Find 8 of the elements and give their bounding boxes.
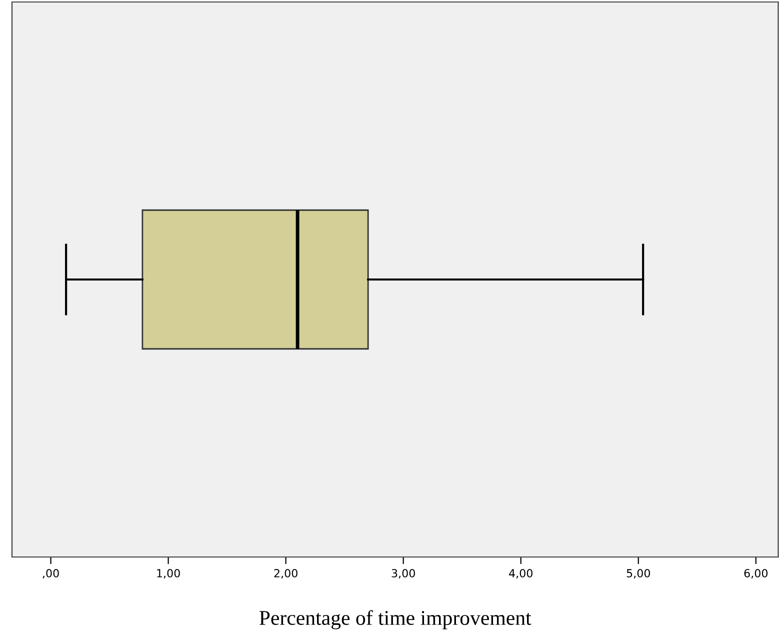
x-tick-label: 3,00: [392, 569, 415, 579]
x-tick-label: ,00: [42, 569, 59, 579]
x-tick-label: 6,00: [744, 569, 768, 579]
x-tick-label: 1,00: [157, 569, 180, 579]
x-axis-title: Percentage of time improvement: [259, 610, 532, 630]
x-tick-label: 2,00: [274, 569, 298, 579]
x-tick-label: 5,00: [626, 569, 650, 579]
x-tick-label: 4,00: [509, 569, 532, 579]
